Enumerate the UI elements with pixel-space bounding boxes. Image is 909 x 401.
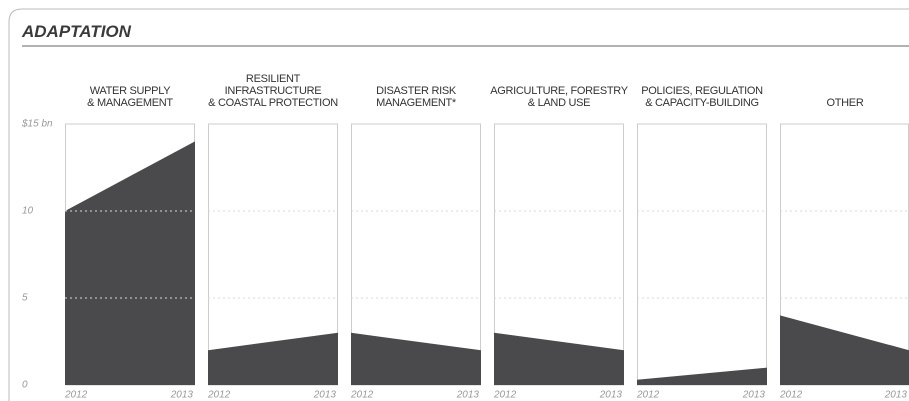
chart-title: ADAPTATION [22,22,131,41]
y-tick-label: 0 [22,380,28,391]
frame [8,8,909,401]
panel [637,123,767,386]
x-tick-label: 2012 [350,390,374,401]
x-tick-label: 2012 [636,390,660,401]
area [780,315,909,385]
panel-title: WATER SUPPLY & MANAGEMENT [87,85,173,109]
x-tick-label: 2012 [207,390,231,401]
y-tick-label: 10 [22,206,34,217]
panel-title: AGRICULTURE, FORESTRY & LAND USE [490,85,628,109]
x-tick-label: 2012 [64,390,88,401]
x-tick-label: 2013 [599,390,623,401]
y-tick-label: $15 bn [21,119,53,130]
panel-title: OTHER [826,97,864,109]
x-tick-label: 2013 [742,390,766,401]
x-tick-label: 2013 [884,390,908,401]
x-tick-label: 2013 [170,390,194,401]
area [351,332,481,385]
x-tick-label: 2012 [779,390,803,401]
area [65,141,195,385]
panel-title: DISASTER RISK MANAGEMENT* [376,85,456,109]
y-tick-label: 5 [22,293,28,304]
x-tick-label: 2012 [493,390,517,401]
area [637,367,767,385]
x-tick-label: 2013 [313,390,337,401]
area [494,332,624,385]
panel-title: RESILIENT INFRASTRUCTURE & COASTAL PROTE… [208,73,338,109]
x-tick-label: 2013 [456,390,480,401]
area [208,332,338,385]
panel-title: POLICIES, REGULATION & CAPACITY-BUILDING [641,85,763,109]
